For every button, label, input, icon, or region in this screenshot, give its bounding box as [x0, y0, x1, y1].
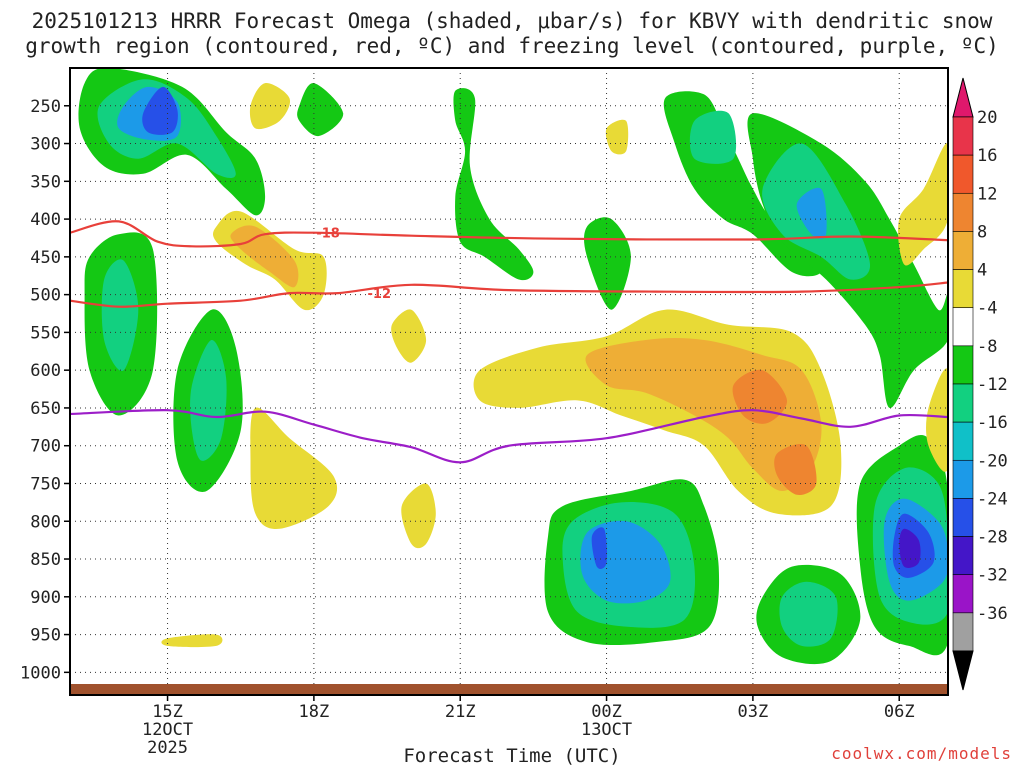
x-tick-date: 13OCT — [581, 720, 632, 740]
x-tick-label: 06Z — [884, 702, 915, 722]
colorbar-label: -28 — [977, 528, 1008, 548]
colorbar-label: -4 — [977, 299, 997, 319]
colorbar-segment — [952, 498, 974, 537]
omega-region-34 — [605, 119, 629, 155]
y-tick-label: 550 — [30, 323, 61, 343]
colorbar-segment — [952, 231, 974, 270]
colorbar-segment — [952, 345, 974, 385]
colorbar-label: -8 — [977, 337, 997, 357]
y-tick-label: 300 — [30, 135, 61, 155]
contour-label: -18 — [316, 227, 340, 242]
site-credit: coolwx.com/models — [831, 744, 1012, 763]
omega-region-29 — [249, 82, 291, 130]
y-tick-label: 1000 — [20, 663, 61, 683]
contour-label: -12 — [368, 287, 392, 302]
colorbar-top-arrow — [952, 77, 974, 118]
y-tick-label: 750 — [30, 474, 61, 494]
colorbar-label: -36 — [977, 604, 1008, 624]
colorbar-segment — [952, 269, 974, 309]
omega-region-15 — [796, 187, 827, 239]
omega-region-21 — [779, 581, 838, 647]
y-tick-label: 600 — [30, 361, 61, 381]
y-tick-label: 350 — [30, 172, 61, 192]
ground-surface — [70, 684, 948, 695]
y-tick-label: 900 — [30, 588, 61, 608]
colorbar-label: 16 — [977, 146, 997, 166]
colorbar-label: 4 — [977, 261, 987, 281]
colorbar-label: -16 — [977, 413, 1008, 433]
y-tick-label: 400 — [30, 210, 61, 230]
x-tick-label: 03Z — [738, 702, 769, 722]
colorbar-segment — [952, 154, 974, 194]
x-tick-label: 15Z — [152, 702, 183, 722]
omega-region-10 — [584, 217, 631, 310]
x-axis-label: Forecast Time (UTC) — [403, 745, 621, 767]
omega-region-30 — [250, 407, 338, 529]
y-tick-label: 950 — [30, 626, 61, 646]
omega-region-38 — [774, 444, 817, 496]
omega-region-31 — [391, 309, 427, 363]
colorbar-segment — [952, 459, 974, 499]
colorbar-segment — [952, 536, 974, 576]
plot-frame — [69, 67, 949, 696]
omega-region-7 — [190, 339, 227, 461]
colorbar-segment — [952, 383, 974, 423]
y-tick-label: 850 — [30, 550, 61, 570]
chart-title-line1: 2025101213 HRRR Forecast Omega (shaded, … — [31, 9, 993, 33]
colorbar-segment — [952, 307, 974, 347]
colorbar-segment — [952, 421, 974, 461]
omega-region-8 — [297, 83, 344, 137]
colorbar-label: 20 — [977, 108, 997, 128]
contour--12 — [70, 281, 948, 308]
colorbar-label: -24 — [977, 489, 1008, 509]
omega-region-9 — [453, 88, 534, 281]
omega-region-3 — [142, 86, 178, 135]
colorbar-bottom-arrow — [952, 650, 974, 691]
colorbar-segment — [952, 192, 974, 232]
omega-region-12 — [689, 110, 737, 164]
omega-region-33 — [161, 634, 223, 648]
omega-region-5 — [101, 259, 139, 371]
x-tick-label: 00Z — [591, 702, 622, 722]
y-tick-label: 650 — [30, 399, 61, 419]
y-tick-label: 800 — [30, 512, 61, 532]
y-tick-label: 250 — [30, 97, 61, 117]
colorbar-label: 8 — [977, 222, 987, 242]
colorbar-label: -20 — [977, 451, 1008, 471]
colorbar-segment — [952, 116, 974, 156]
omega-region-39 — [898, 143, 948, 266]
colorbar-label: -12 — [977, 375, 1008, 395]
colorbar-label: -32 — [977, 566, 1008, 586]
omega-region-32 — [401, 483, 436, 549]
omega-region-26 — [899, 528, 921, 568]
colorbar-label: 12 — [977, 184, 997, 204]
contour-freezing — [70, 409, 948, 464]
y-tick-label: 450 — [30, 248, 61, 268]
x-tick-date: 12OCT — [142, 720, 193, 740]
colorbar-segment — [952, 574, 974, 614]
y-tick-label: 500 — [30, 286, 61, 306]
x-tick-label: 21Z — [445, 702, 476, 722]
x-tick-label: 18Z — [299, 702, 330, 722]
omega-region-40 — [926, 368, 948, 472]
chart-title-line2: growth region (contoured, red, ºC) and f… — [25, 34, 999, 58]
contour--18 — [70, 220, 948, 248]
colorbar-segment — [952, 612, 974, 652]
x-tick-year: 2025 — [147, 738, 188, 758]
y-tick-label: 700 — [30, 437, 61, 457]
